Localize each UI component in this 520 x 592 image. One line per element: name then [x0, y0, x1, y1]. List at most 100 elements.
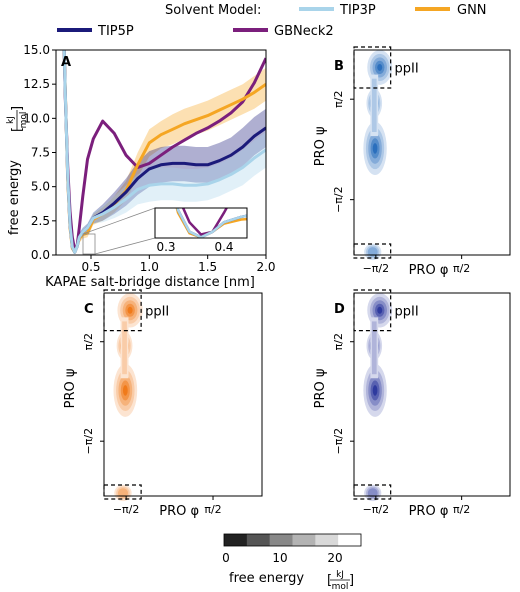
ytick-label: 10.0	[23, 111, 50, 125]
density-contour	[371, 321, 377, 375]
panel-a-ylabel-group: free energy kJ mol [ ]	[6, 106, 29, 235]
legend-label-tip3p: TIP3P	[339, 3, 376, 18]
density-contour	[377, 63, 383, 71]
line-tip3p	[62, 50, 266, 254]
density-contour	[367, 247, 378, 257]
inset-line-tip3p	[176, 208, 247, 238]
density-contour	[372, 143, 378, 154]
inset-line-gbneck2	[181, 208, 229, 236]
ytick-label: 0.0	[31, 248, 50, 262]
colorbar-label: free energy	[229, 571, 304, 586]
legend-title: Solvent Model:	[165, 3, 261, 18]
xtick-label: π/2	[204, 503, 221, 516]
panel-letter: B	[334, 59, 344, 74]
inset-connector-bottom	[94, 237, 156, 255]
panel-a-unit-num: kJ	[6, 116, 16, 124]
colorbar-unit-open: [	[327, 573, 332, 588]
panel-a-unit-close: ]	[10, 106, 25, 111]
ytick-label: π/2	[332, 333, 345, 350]
heatmap-border	[103, 292, 263, 497]
density-contour	[371, 78, 377, 132]
colorbar-frame	[223, 533, 362, 547]
heatmap-border	[353, 49, 511, 256]
ytick-label: −π/2	[332, 428, 345, 455]
xtick-label: −π/2	[113, 503, 140, 516]
panel-letter: C	[84, 302, 94, 317]
colorbar-unit-close: ]	[349, 573, 354, 588]
ytick-label: π/2	[332, 91, 345, 108]
panel-a-yticks: 0.0 2.5 5.0 7.5 10.0 12.5 15.0	[23, 43, 56, 262]
colorbar-cell	[292, 534, 316, 546]
colorbar-cell	[338, 534, 362, 546]
inset-zoom-region	[82, 233, 96, 255]
density-contour	[117, 488, 129, 498]
colorbar-tick-1: 10	[272, 551, 287, 565]
colorbar-unit-num: kJ	[336, 570, 344, 580]
inset-lines	[175, 208, 247, 238]
legend: Solvent Model: TIP3P GNN TIP5P GBNeck2	[57, 3, 487, 39]
panel-a-ylabel: free energy	[7, 160, 22, 235]
ytick-label: −π/2	[82, 428, 95, 455]
legend-label-gnn: GNN	[457, 3, 487, 18]
legend-label-gbneck2: GBNeck2	[274, 24, 334, 39]
inset-tick-1: 0.4	[214, 240, 233, 254]
panel-a-letter: A	[61, 55, 71, 70]
colorbar-cells	[224, 534, 362, 546]
xlabel: PRO φ	[409, 504, 449, 519]
colorbar-tick-0: 0	[222, 551, 230, 565]
panel-a-lines	[62, 50, 266, 254]
panel-letter: D	[334, 302, 345, 317]
panel-a-unit-open: [	[10, 127, 25, 132]
ytick-label: 12.5	[23, 77, 50, 91]
xtick-label: π/2	[453, 503, 470, 516]
colorbar: 0 10 20 free energy kJ mol [ ]	[222, 533, 362, 592]
ytick-label: 7.5	[31, 146, 50, 160]
ppii-label: ppII	[395, 61, 419, 76]
colorbar-cell	[269, 534, 293, 546]
density-contour	[127, 306, 133, 314]
inset-tick-0: 0.3	[156, 240, 175, 254]
inset-connector-top	[82, 207, 156, 235]
xtick-label: −π/2	[363, 503, 390, 516]
panel-a-xlabel: KAPAE salt-bridge distance [nm]	[45, 275, 255, 290]
density-contour	[377, 306, 383, 314]
panel-a-xticks: 0.5 1.0 1.5 2.0	[81, 255, 276, 274]
xtick-label: 1.0	[140, 260, 159, 274]
ytick-label: 2.5	[31, 214, 50, 228]
heatmap-border	[353, 292, 511, 497]
colorbar-cell	[224, 534, 248, 546]
xlabel: PRO φ	[409, 263, 449, 278]
ylabel: PRO ψ	[63, 369, 78, 409]
xtick-label: 0.5	[81, 260, 100, 274]
density-contour	[122, 385, 128, 396]
ytick-label: 15.0	[23, 43, 50, 57]
inset-frame	[154, 207, 248, 239]
legend-label-tip5p: TIP5P	[97, 24, 134, 39]
colorbar-cell	[315, 534, 339, 546]
ytick-label: 5.0	[31, 180, 50, 194]
xlabel: PRO φ	[159, 504, 199, 519]
xtick-label: π/2	[453, 262, 470, 275]
ytick-label: π/2	[82, 333, 95, 350]
density-contour	[367, 488, 378, 498]
lower-region-box	[103, 484, 142, 500]
ytick-label: −π/2	[332, 186, 345, 213]
ylabel: PRO ψ	[313, 369, 328, 409]
density-contour	[372, 385, 378, 396]
panel-a-unit-den: mol	[19, 112, 29, 129]
colorbar-unit-den: mol	[332, 582, 349, 592]
colorbar-cell	[246, 534, 271, 546]
xtick-label: −π/2	[363, 262, 390, 275]
ppii-label: ppII	[395, 304, 419, 319]
density-contour	[122, 321, 127, 375]
panel-a: 0.02.55.07.510.012.515.0 0.5 1.0 1.5 2.0 A …	[6, 43, 276, 290]
ylabel: PRO ψ	[313, 126, 328, 166]
xtick-label: 1.5	[198, 260, 217, 274]
ppii-label: ppII	[145, 304, 169, 319]
colorbar-tick-2: 20	[327, 551, 342, 565]
xtick-label: 2.0	[256, 260, 275, 274]
